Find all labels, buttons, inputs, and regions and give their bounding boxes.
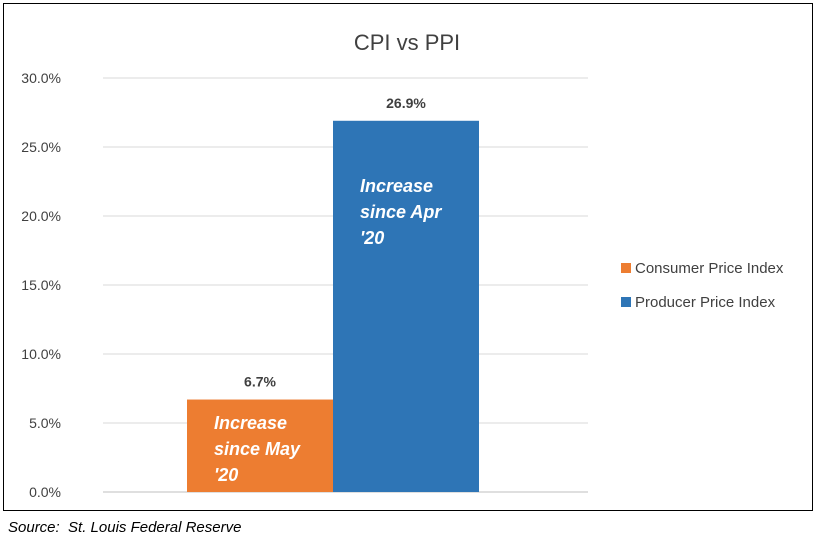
bar-annotation-line: since Apr bbox=[360, 202, 442, 222]
y-tick-label: 20.0% bbox=[21, 208, 61, 224]
bars: 6.7% Increase since May '20 26.9% Increase sin… bbox=[187, 95, 479, 492]
data-label: 26.9% bbox=[386, 95, 426, 111]
y-tick-label: 25.0% bbox=[21, 139, 61, 155]
chart-title: CPI vs PPI bbox=[354, 30, 460, 55]
legend: Consumer Price Index Producer Price Index bbox=[621, 260, 784, 311]
y-tick-label: 5.0% bbox=[29, 415, 61, 431]
legend-label: Consumer Price Index bbox=[635, 260, 784, 277]
bar-annotation-line: '20 bbox=[214, 465, 238, 485]
y-tick-label: 0.0% bbox=[29, 484, 61, 500]
y-tick-label: 15.0% bbox=[21, 277, 61, 293]
y-tick-label: 30.0% bbox=[21, 70, 61, 86]
bar-annotation-line: since May bbox=[214, 439, 301, 459]
bar-annotation-line: Increase bbox=[214, 413, 287, 433]
y-tick-label: 10.0% bbox=[21, 346, 61, 362]
y-axis-ticks: 0.0% 5.0% 10.0% 15.0% 20.0% 25.0% 30.0% bbox=[21, 70, 61, 500]
legend-swatch bbox=[621, 297, 631, 307]
bar-consumer-price-index bbox=[187, 399, 333, 492]
bar-producer-price-index bbox=[333, 120, 479, 492]
bar-annotation-line: '20 bbox=[360, 228, 384, 248]
legend-swatch bbox=[621, 263, 631, 273]
legend-label: Producer Price Index bbox=[635, 294, 776, 311]
bar-annotation-line: Increase bbox=[360, 176, 433, 196]
source-note: Source: St. Louis Federal Reserve bbox=[8, 519, 242, 536]
data-label: 6.7% bbox=[244, 374, 276, 390]
